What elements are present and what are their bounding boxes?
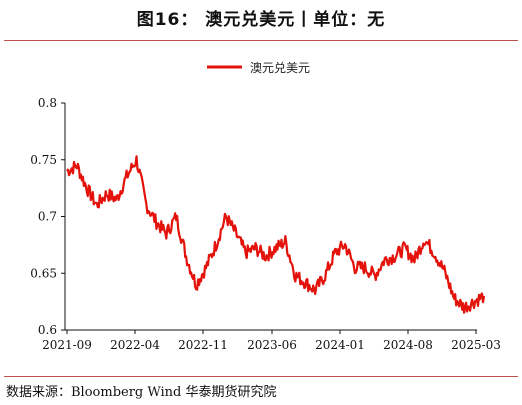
y-tick-label: 0.6 [38,323,57,337]
x-ticks: 2021-09 2022-04 2022-11 2023-06 2024-01 2024-… [42,330,501,352]
x-tick-label: 2022-11 [178,338,228,352]
y-tick-label: 0.75 [30,153,57,167]
top-divider [4,40,518,41]
x-tick-label: 2025-03 [451,338,501,352]
series-line-aud-usd [66,155,486,314]
x-tick-label: 2024-08 [383,338,433,352]
x-tick-label: 2022-04 [110,338,160,352]
x-tick-label: 2023-06 [247,338,297,352]
chart-title: 图16： 澳元兑美元丨单位：无 [136,10,386,30]
x-tick-label: 2021-09 [42,338,92,352]
x-tick-label: 2024-01 [315,338,365,352]
bottom-divider [4,376,518,377]
y-tick-label: 0.7 [38,210,57,224]
source-note: 数据来源：Bloomberg Wind 华泰期货研究院 [6,385,277,400]
y-tick-label: 0.65 [30,266,57,280]
legend: 澳元兑美元 [207,61,310,75]
y-ticks: 0.8 0.75 0.7 0.65 0.6 [30,96,65,337]
legend-label: 澳元兑美元 [250,61,310,75]
y-tick-label: 0.8 [38,96,57,110]
